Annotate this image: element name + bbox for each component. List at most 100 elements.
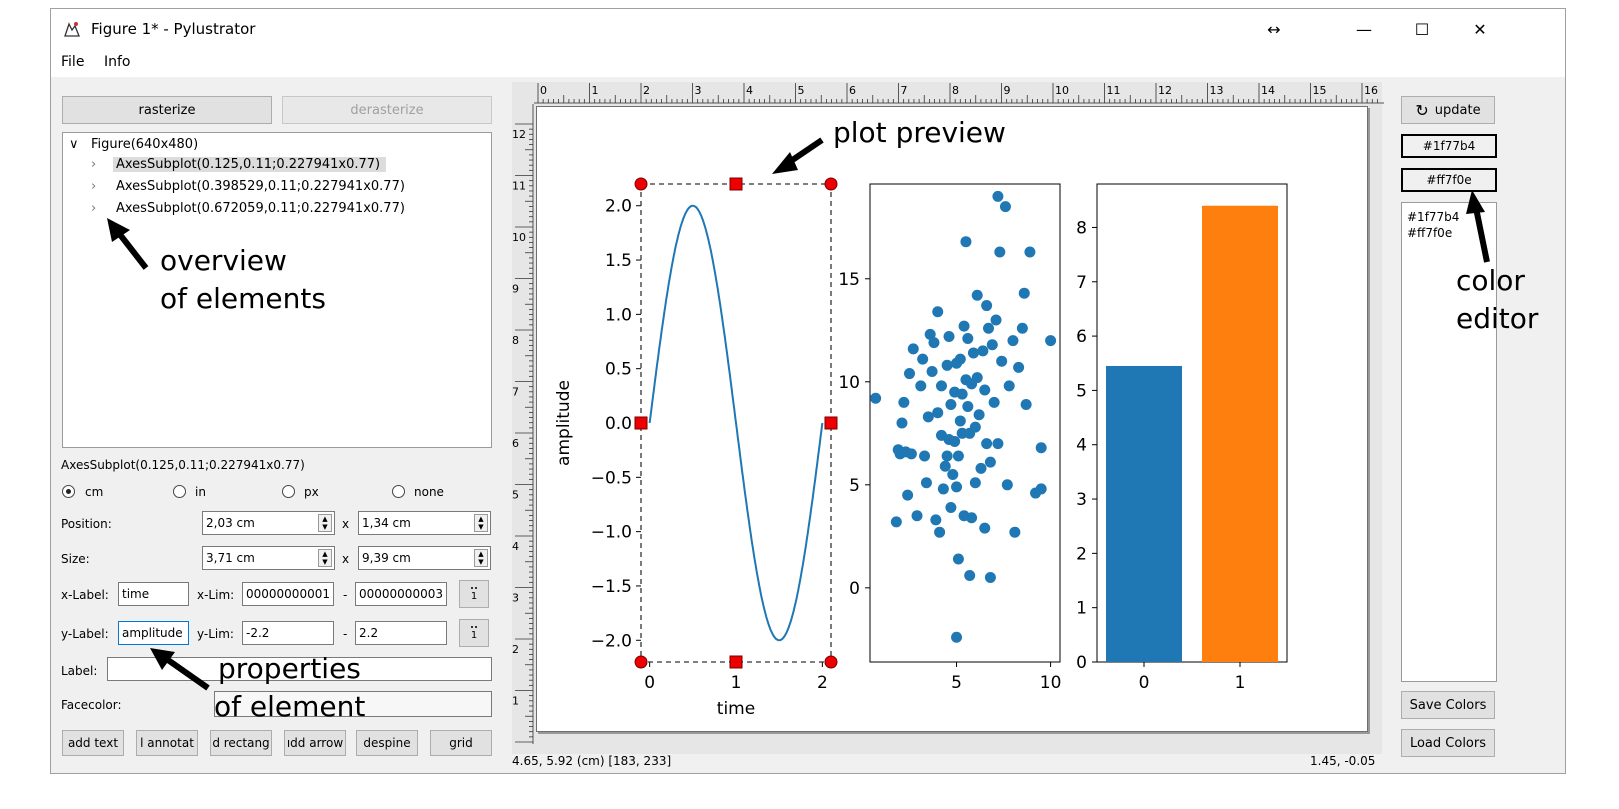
- unit-radio-in[interactable]: [173, 485, 186, 498]
- annotation-overview-line1: overview: [160, 244, 287, 277]
- unit-radio-none[interactable]: [392, 485, 405, 498]
- scatter-point: [932, 407, 944, 419]
- add-text-button[interactable]: add text: [62, 730, 124, 756]
- unit-label-none: none: [414, 485, 444, 499]
- selected-element-label: AxesSubplot(0.125,0.11;0.227941x0.77): [61, 458, 305, 472]
- chevron-right-icon[interactable]: ›: [91, 201, 97, 216]
- scatter-point: [999, 201, 1011, 213]
- color-swatch-orange[interactable]: #ff7f0e: [1401, 168, 1497, 192]
- chevron-right-icon[interactable]: ›: [91, 179, 97, 194]
- facecolor-button[interactable]: [214, 691, 492, 717]
- ruler-label: 2: [643, 84, 650, 97]
- scatter-axes[interactable]: 0 5 10 15 5 10: [838, 183, 1062, 693]
- spin-arrows-icon[interactable]: ▲ ▼: [474, 514, 488, 532]
- xlim-max-input[interactable]: 00000000003: [355, 582, 447, 606]
- scatter-point: [956, 388, 968, 400]
- position-x-input[interactable]: 2,03 cm ▲ ▼: [202, 511, 335, 535]
- resize-handle-edge: [824, 416, 838, 430]
- scatter-point: [1016, 322, 1028, 334]
- unit-radio-cm[interactable]: [62, 485, 75, 498]
- add-annotation-button[interactable]: l annotat: [136, 730, 198, 756]
- scatter-point: [919, 450, 931, 462]
- x-tick-label: 1: [731, 673, 742, 693]
- ruler-label: 11: [512, 180, 526, 193]
- despine-button[interactable]: despine: [356, 730, 418, 756]
- scatter-point: [964, 569, 976, 581]
- load-colors-button[interactable]: Load Colors: [1401, 729, 1495, 757]
- tree-item[interactable]: › AxesSubplot(0.398529,0.11;0.227941x0.77…: [91, 177, 405, 197]
- color-list-editor[interactable]: #1f77b4 #ff7f0e: [1401, 202, 1497, 682]
- unit-radio-px[interactable]: [282, 485, 295, 498]
- ticks-icon: 1: [470, 625, 478, 641]
- color-swatch-blue[interactable]: #1f77b4: [1401, 134, 1497, 158]
- ylabel-label: y-Label:: [61, 627, 109, 641]
- add-arrow-button[interactable]: ıdd arrow: [284, 730, 346, 756]
- minimize-button[interactable]: —: [1356, 19, 1372, 39]
- y-tick-label: 2.0: [605, 197, 632, 217]
- size-height-input[interactable]: 9,39 cm ▲ ▼: [358, 546, 491, 570]
- line-axes[interactable]: 2.0 1.5 1.0 0.5 0.0 −0.5 −1.0 −1.5 −2.0 0 1 2 time am…: [554, 177, 838, 719]
- annotation-color-editor-line2: editor: [1456, 302, 1539, 335]
- scatter-point: [969, 421, 981, 433]
- save-colors-button[interactable]: Save Colors: [1401, 691, 1495, 719]
- scatter-point: [986, 339, 998, 351]
- ylim-max-input[interactable]: 2.2: [355, 621, 447, 645]
- scatter-point: [924, 328, 936, 340]
- tree-root[interactable]: ∨ Figure(640x480): [69, 135, 198, 155]
- tree-item[interactable]: › AxesSubplot(0.672059,0.11;0.227941x0.77…: [91, 199, 405, 219]
- spin-arrows-icon[interactable]: ▲ ▼: [318, 514, 332, 532]
- rasterize-button[interactable]: rasterize: [62, 96, 272, 124]
- scatter-point: [992, 438, 1004, 450]
- scatter-point: [890, 516, 902, 528]
- maximize-button[interactable]: ☐: [1414, 19, 1430, 39]
- x-tick-label: 0: [1139, 673, 1150, 693]
- scatter-point: [958, 320, 970, 332]
- scatter-point: [996, 355, 1008, 367]
- scatter-point: [966, 512, 978, 524]
- y-tick-label: 2: [1076, 544, 1087, 564]
- figure-plots[interactable]: 2.0 1.5 1.0 0.5 0.0 −0.5 −1.0 −1.5 −2.0 0 1 2 time am…: [536, 106, 1368, 732]
- element-tree[interactable]: ∨ Figure(640x480) › AxesSubplot(0.125,0.11…: [62, 132, 492, 448]
- times-sign: x: [342, 517, 350, 531]
- spin-arrows-icon[interactable]: ▲ ▼: [318, 549, 332, 567]
- menu-info[interactable]: Info: [104, 54, 131, 70]
- xticks-button[interactable]: 1: [459, 580, 489, 608]
- add-rectangle-button[interactable]: d rectang: [210, 730, 272, 756]
- chevron-down-icon[interactable]: ∨: [69, 137, 79, 152]
- scatter-point: [973, 409, 985, 421]
- xlabel-input[interactable]: time: [118, 582, 189, 606]
- scatter-point: [937, 483, 949, 495]
- ticks-icon: 1: [470, 586, 478, 602]
- yticks-button[interactable]: 1: [459, 619, 489, 647]
- menu-bar: File Info: [51, 49, 1565, 77]
- ylim-min-input[interactable]: -2.2: [242, 621, 334, 645]
- y-tick-label: 8: [1076, 218, 1087, 238]
- size-width-input[interactable]: 3,71 cm ▲ ▼: [202, 546, 335, 570]
- scatter-point: [983, 322, 995, 334]
- spin-arrows-icon[interactable]: ▲ ▼: [474, 549, 488, 567]
- tree-item[interactable]: › AxesSubplot(0.125,0.11;0.227941x0.77): [91, 155, 387, 175]
- scatter-point: [949, 436, 961, 448]
- scatter-point: [990, 314, 1002, 326]
- ruler-label: 1: [592, 84, 599, 97]
- position-y-input[interactable]: 1,34 cm ▲ ▼: [358, 511, 491, 535]
- xlim-min-input[interactable]: 00000000001: [242, 582, 334, 606]
- derasterize-button[interactable]: derasterize: [282, 96, 492, 124]
- grid-button[interactable]: grid: [430, 730, 492, 756]
- chevron-right-icon[interactable]: ›: [91, 157, 97, 172]
- bar-axes[interactable]: 0 1 0 1 2 3 4 5 6 7 8: [1076, 183, 1288, 693]
- scatter-point: [941, 359, 953, 371]
- resize-icon[interactable]: ↔: [1267, 19, 1281, 39]
- ruler-label: 4: [746, 84, 753, 97]
- scatter-point: [1018, 287, 1030, 299]
- scatter-point: [977, 345, 989, 357]
- y-tick-label: 6: [1076, 327, 1087, 347]
- close-button[interactable]: ✕: [1473, 19, 1487, 39]
- scatter-point: [1013, 361, 1025, 373]
- menu-file[interactable]: File: [61, 54, 85, 70]
- scatter-point: [1009, 526, 1021, 538]
- update-button[interactable]: ↻ update: [1401, 96, 1495, 124]
- annotation-overview-line2: of elements: [160, 282, 326, 315]
- ylabel-input[interactable]: amplitude: [118, 621, 189, 645]
- x-tick-label: 10: [1040, 673, 1062, 693]
